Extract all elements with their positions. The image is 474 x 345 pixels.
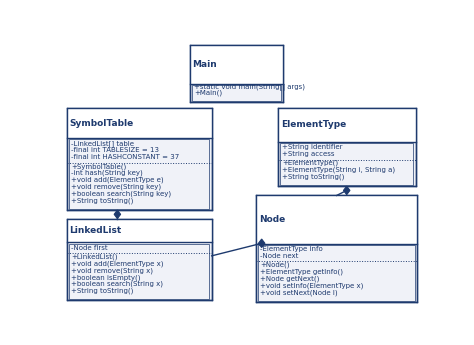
Text: -LinkedList[] table: -LinkedList[] table <box>71 140 134 147</box>
Text: +String toString(): +String toString() <box>71 288 133 294</box>
Text: +String toString(): +String toString() <box>282 174 345 180</box>
FancyBboxPatch shape <box>66 108 212 138</box>
FancyBboxPatch shape <box>280 143 413 185</box>
Text: +ElementType getInfo(): +ElementType getInfo() <box>260 268 343 275</box>
Text: -final int HASHCONSTANT = 37: -final int HASHCONSTANT = 37 <box>71 154 179 160</box>
Text: Node: Node <box>259 215 285 224</box>
FancyBboxPatch shape <box>66 219 212 243</box>
FancyBboxPatch shape <box>66 219 212 300</box>
Text: +Node(): +Node() <box>260 262 290 268</box>
FancyBboxPatch shape <box>66 108 212 210</box>
Text: +void add(ElementType e): +void add(ElementType e) <box>71 177 164 183</box>
Text: +String identifier: +String identifier <box>282 144 343 150</box>
Text: +void setInfo(ElementType x): +void setInfo(ElementType x) <box>260 282 364 289</box>
Text: +void add(ElementType x): +void add(ElementType x) <box>71 260 164 267</box>
Text: -final int TABLESIZE = 13: -final int TABLESIZE = 13 <box>71 147 159 153</box>
Text: +ElementType(): +ElementType() <box>282 160 338 166</box>
Polygon shape <box>258 239 265 248</box>
FancyBboxPatch shape <box>69 244 210 299</box>
Polygon shape <box>114 210 120 219</box>
Text: +String toString(): +String toString() <box>71 198 133 204</box>
Text: +void setNext(Node l): +void setNext(Node l) <box>260 289 338 296</box>
Text: -Node next: -Node next <box>260 253 299 259</box>
Text: +boolean isEmpty(): +boolean isEmpty() <box>71 274 140 280</box>
Text: +String access: +String access <box>282 151 335 157</box>
Text: -ElementType info: -ElementType info <box>260 246 323 252</box>
FancyBboxPatch shape <box>278 108 416 186</box>
FancyBboxPatch shape <box>256 196 418 302</box>
Text: +boolean search(String x): +boolean search(String x) <box>71 281 163 287</box>
Text: +void remove(String x): +void remove(String x) <box>71 267 153 274</box>
Text: +Node getNext(): +Node getNext() <box>260 275 319 282</box>
FancyBboxPatch shape <box>278 108 416 142</box>
Text: +ElementType(String i, String a): +ElementType(String i, String a) <box>282 167 395 173</box>
Text: -Node first: -Node first <box>71 245 108 250</box>
Text: +LinkedList(): +LinkedList() <box>71 253 118 260</box>
Polygon shape <box>344 186 350 195</box>
Text: LinkedList: LinkedList <box>70 226 122 235</box>
FancyBboxPatch shape <box>258 245 415 301</box>
Text: +static void main(String[] args): +static void main(String[] args) <box>194 83 305 90</box>
Text: ElementType: ElementType <box>281 120 346 129</box>
Text: SymbolTable: SymbolTable <box>70 119 134 128</box>
FancyBboxPatch shape <box>192 85 281 101</box>
FancyBboxPatch shape <box>69 139 210 209</box>
Text: +Main(): +Main() <box>194 90 222 97</box>
Text: -int hash(String key): -int hash(String key) <box>71 170 143 176</box>
FancyBboxPatch shape <box>190 46 283 102</box>
FancyBboxPatch shape <box>190 46 283 84</box>
Text: +SymbolTable(): +SymbolTable() <box>71 163 126 169</box>
Text: Main: Main <box>192 60 218 69</box>
FancyBboxPatch shape <box>256 196 418 244</box>
Text: +void remove(String key): +void remove(String key) <box>71 184 161 190</box>
Text: +boolean search(String key): +boolean search(String key) <box>71 191 171 197</box>
